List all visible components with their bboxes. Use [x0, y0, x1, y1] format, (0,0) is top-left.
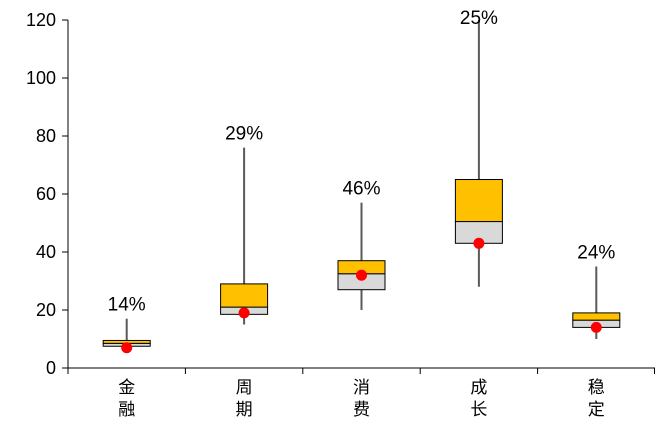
y-tick-label: 20 [36, 300, 56, 320]
mean-marker [238, 307, 250, 319]
y-tick-label: 40 [36, 242, 56, 262]
y-tick-label: 60 [36, 184, 56, 204]
mean-marker [121, 342, 133, 354]
mean-marker [473, 237, 485, 249]
y-tick-label: 80 [36, 126, 56, 146]
box-group: 25% [454, 8, 503, 287]
mean-marker [590, 321, 602, 333]
mean-marker [356, 269, 367, 281]
data-label: 25% [460, 8, 498, 29]
box-group: 29% [220, 124, 269, 325]
x-category-label: 周期 [236, 378, 253, 420]
box-group: 24% [572, 243, 621, 339]
x-category-label: 稳定 [588, 378, 605, 420]
box-upper [454, 179, 503, 223]
data-label: 46% [342, 179, 380, 200]
x-category-label: 消费 [353, 378, 370, 420]
box-group: 14% [102, 295, 151, 354]
data-label: 24% [577, 243, 615, 264]
box-group: 46% [337, 179, 386, 310]
data-label: 14% [108, 295, 146, 316]
x-category-label: 金融 [118, 378, 135, 420]
y-tick-label: 100 [26, 68, 56, 88]
y-tick-label: 0 [46, 358, 56, 378]
x-axis: 金融 周期 消费 成长 稳定 [67, 367, 655, 420]
data-label: 29% [225, 124, 263, 145]
y-axis: 0 20 40 60 80 100 120 [26, 10, 69, 378]
y-tick-label: 120 [26, 10, 56, 30]
box-upper [220, 283, 269, 308]
box-series: 14% 29% 46% 25% 24% [102, 8, 621, 354]
box-upper [572, 312, 621, 321]
x-category-label: 成长 [470, 378, 487, 420]
